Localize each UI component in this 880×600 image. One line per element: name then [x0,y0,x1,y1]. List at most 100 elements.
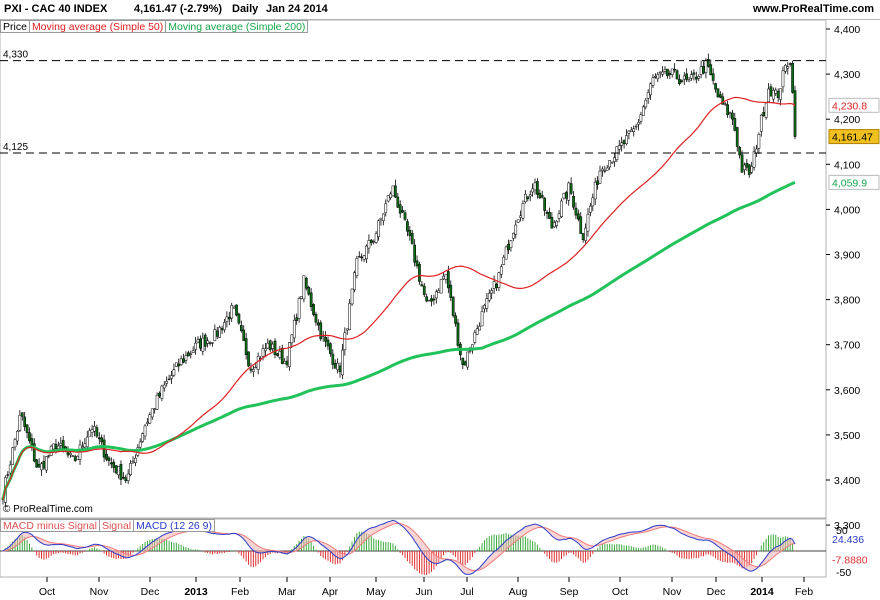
candle-body [367,240,371,249]
candle-body [437,290,441,293]
ma50-last-value-bg [828,97,880,113]
candle-body [343,332,347,351]
candle-body [223,322,226,331]
macd-last-value: 24.436 [832,534,864,546]
candle-body [666,68,669,77]
candle-body [150,408,154,418]
candle-body [42,461,46,469]
candle-body [439,279,443,294]
x-tick-label: Oct [39,586,55,598]
candle-body [750,166,754,173]
candle-body [244,338,248,355]
candle-body [747,164,751,175]
price-legend: Price Moving average (Simple 50) Moving … [0,20,309,33]
candle-body [617,145,621,150]
candle-body [731,112,734,120]
candle-body [550,217,554,229]
candle-body [586,213,590,232]
candle-body [199,338,202,349]
candle-body [752,151,756,168]
candle-body [203,334,207,347]
candle-body [466,351,469,368]
candle-body [793,90,797,137]
candle-body [360,256,364,259]
candle-body [475,328,479,335]
candle-body [427,300,431,302]
y-tick-label: 4,300 [834,69,860,81]
y-tick-label: 4,400 [834,24,860,36]
candle-body [285,360,289,366]
header-date: Jan 24 2014 [266,3,328,15]
candle-body [61,440,65,450]
candle-body [533,182,537,191]
x-tick-label: Dec [707,586,726,598]
candle-body [422,285,426,295]
candle-body [620,142,624,146]
candle-body [629,129,633,132]
candle-body [728,112,732,114]
x-tick-label: Mar [278,586,297,598]
candle-body [268,340,272,351]
legend-price[interactable]: Price [0,20,30,33]
x-tick-label: May [366,586,387,598]
candle-body [524,193,527,203]
candle-body [704,60,708,73]
candle-body [408,230,412,236]
candle-body [403,212,407,220]
candle-body [122,477,125,479]
candle-body [97,437,101,440]
candle-body [100,437,104,443]
candle-body [266,342,270,349]
candle-body [336,362,339,370]
legend-ma50[interactable]: Moving average (Simple 50) [28,20,167,33]
candle-body [767,88,770,103]
legend-macd[interactable]: MACD (12 26 9) [133,519,216,532]
candle-body [603,170,607,172]
candle-body [374,233,378,243]
candle-body [759,114,763,132]
candle-body [191,350,195,353]
candle-body [297,298,301,319]
candle-body [304,277,308,289]
candle-body [112,461,116,468]
candle-body [552,222,556,228]
candle-body [40,463,43,471]
y-tick-label: 3,500 [834,430,860,442]
header-last-change: 4,161.47 (-2.79%) [134,3,223,15]
candle-body [711,73,715,81]
candle-body [83,443,87,448]
candle-body [709,64,713,76]
candle-body [663,69,667,72]
candle-body [249,368,253,371]
x-tick-label: Jun [416,586,433,598]
candle-body [52,443,55,450]
candle-body [644,99,648,108]
candle-body [511,233,515,239]
candle-body [509,240,513,248]
candle-body [278,351,282,358]
candle-body [716,88,720,98]
candle-body [697,76,701,79]
candle-body [680,80,684,82]
candle-body [177,363,181,367]
legend-ma200[interactable]: Moving average (Simple 200) [165,20,309,33]
y-tick-label: 4,100 [834,159,860,171]
candle-body [591,197,595,207]
candle-body [350,288,354,305]
candle-body [326,339,330,347]
legend-macd-hist[interactable]: MACD minus Signal [0,519,100,532]
candle-body [201,337,205,352]
candle-body [495,284,498,289]
candle-body [372,240,376,243]
candle-body [47,455,51,457]
candle-body [237,313,241,324]
candle-body [678,79,681,84]
legend-macd-signal[interactable]: Signal [98,519,135,532]
candle-body [389,193,392,199]
candle-body [521,203,525,219]
candle-body [32,443,36,462]
candle-body [682,75,686,80]
candle-body [179,358,183,365]
candle-body [302,275,306,300]
candle-body [218,327,222,338]
